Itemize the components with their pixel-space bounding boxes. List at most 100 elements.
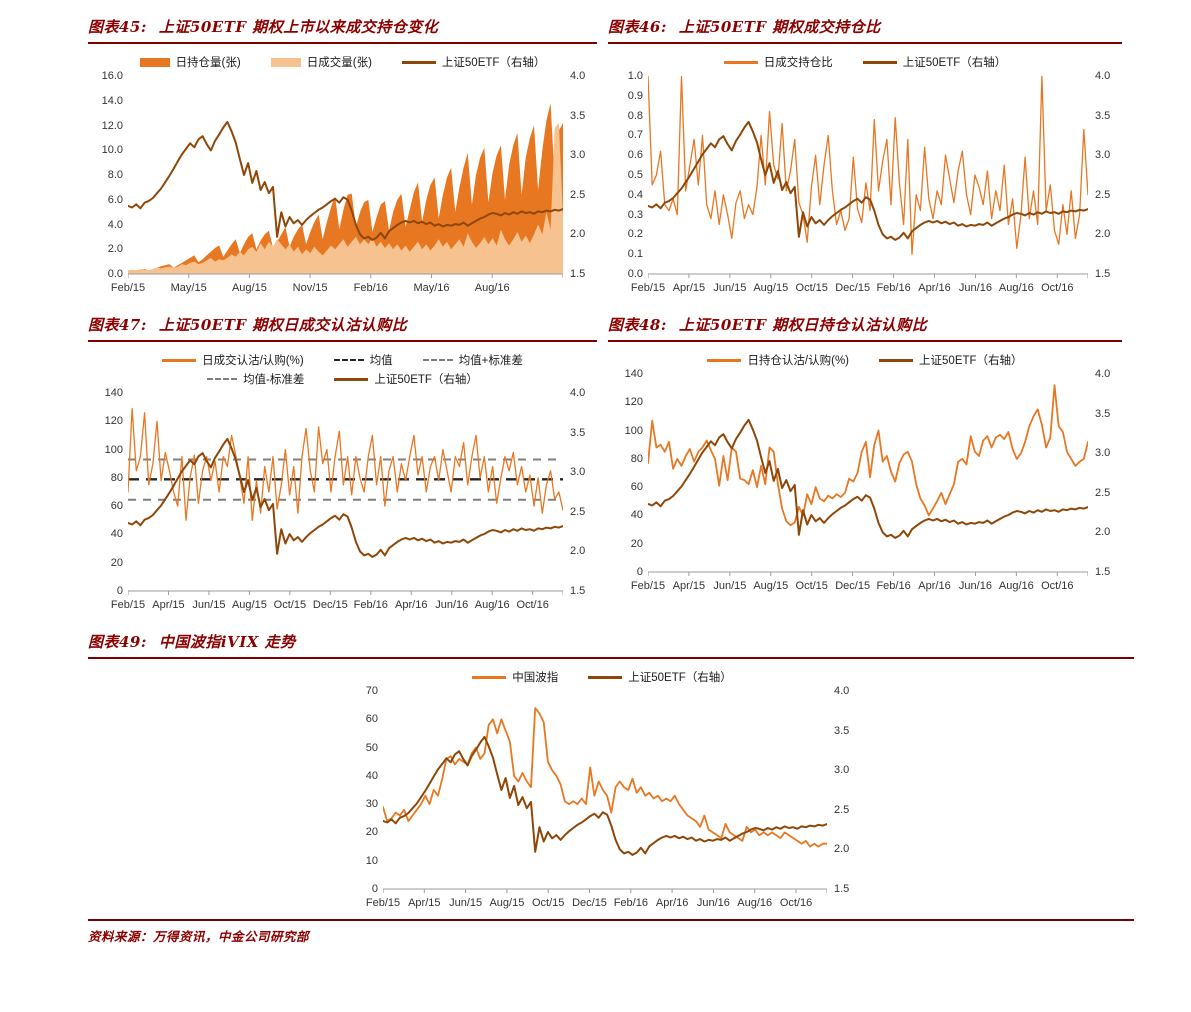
left-axis-tick: 16.0	[101, 70, 123, 82]
x-axis-label: Aug/15	[753, 282, 789, 294]
line-series	[128, 407, 563, 521]
line-swatch	[723, 60, 758, 64]
figure-47-label: 图表47:	[88, 316, 147, 334]
x-axis-labels: Feb/15 Apr/15 Jun/15 Aug/15 Oct/15 Dec/15 Feb/…	[631, 577, 1088, 594]
x-axis-label: Oct/15	[795, 580, 828, 592]
left-axis-tick: 80	[110, 471, 123, 484]
legend-label: 上证50ETF（右轴）	[441, 57, 546, 69]
legend-item: 上证50ETF（右轴）	[879, 352, 1023, 368]
left-axis-tick: 0.4	[627, 188, 643, 201]
x-axis-label: Apr/16	[655, 897, 689, 909]
right-axis-tick: 3.0	[1095, 447, 1111, 460]
x-axis-label: Dec/15	[835, 580, 871, 592]
chart-grid: 140 120 100 80 60 40 20 0 4.0 3.5 3.0 2.5 2.0 1.5 Feb/…	[88, 387, 597, 613]
x-axis-label: Feb/15	[630, 282, 666, 294]
left-axis-tick: 0.2	[627, 228, 643, 241]
x-axis-label: Jun/15	[713, 282, 747, 294]
x-axis-label: Apr/15	[672, 580, 706, 592]
legend-label: 日持仓量(张)	[175, 57, 241, 69]
chart-grid: 140 120 100 80 60 40 20 0 4.0 3.5 3.0 2.5 2.0 1.5 Feb/…	[608, 368, 1122, 594]
legend-label: 上证50ETF（右轴）	[628, 672, 732, 684]
x-axis-label: Jun/15	[713, 580, 747, 592]
left-axis-tick: 50	[365, 741, 378, 754]
x-axis-labels: Feb/15 Apr/15 Jun/15 Aug/15 Oct/15 Dec/15 Feb/…	[631, 279, 1088, 296]
x-axis-label: Aug/15	[489, 897, 525, 909]
left-axis: 16.0 14.0 12.0 10.0 8.0 6.0 4.0 2.0 0.0	[88, 70, 128, 280]
right-axis-tick: 3.5	[1095, 109, 1111, 122]
x-axis-label: Jun/15	[449, 897, 483, 909]
legend-label: 日持仓认沽/认购(%)	[747, 355, 850, 367]
figure-46-caption: 上证50ETF 期权成交持仓比	[678, 18, 881, 36]
chart-grid: 1.0 0.9 0.8 0.7 0.6 0.5 0.4 0.3 0.2 0.1 0.0 4.0 3.5 3…	[608, 70, 1122, 296]
line-series	[383, 707, 827, 848]
line-swatch	[707, 358, 742, 362]
x-axis-label: Oct/16	[1041, 580, 1074, 592]
x-axis-label: Dec/15	[312, 599, 348, 611]
left-axis-tick: 100	[104, 443, 123, 456]
left-axis-tick: 80	[630, 452, 643, 465]
charts-row-1: 图表45: 上证50ETF 期权上市以来成交持仓变化 日持仓量(张) 日成交量(张)…	[88, 16, 1134, 296]
left-axis-tick: 0	[371, 883, 378, 895]
x-axis-label: Jun/16	[958, 282, 992, 294]
figure-47: 图表47: 上证50ETF 期权日成交认沽认购比 日成交认沽/认购(%) 均值 均值+…	[88, 314, 597, 613]
x-axis-label: Feb/15	[630, 580, 666, 592]
x-axis-label: Oct/16	[779, 897, 813, 909]
left-axis-tick: 120	[624, 396, 643, 409]
left-axis-tick: 40	[630, 509, 643, 522]
right-axis-tick: 3.0	[570, 466, 586, 479]
x-axis-label: Feb/16	[353, 599, 388, 611]
chart-legend: 日持仓认沽/认购(%) 上证50ETF（右轴）	[608, 352, 1122, 368]
legend-item: 均值-标准差	[207, 371, 304, 387]
area-swatch	[139, 57, 170, 67]
chart-legend: 中国波指 上证50ETF（右轴）	[343, 669, 861, 685]
x-axis-label: Feb/15	[110, 282, 146, 294]
legend-row: 日成交持仓比 上证50ETF（右轴）	[608, 54, 1122, 70]
x-axis-label: May/15	[170, 282, 207, 294]
x-axis-label: Feb/16	[353, 282, 388, 294]
right-axis-tick: 1.5	[1095, 566, 1111, 578]
left-axis-tick: 60	[630, 481, 643, 494]
left-axis-tick: 6.0	[107, 193, 123, 206]
right-axis-tick: 1.5	[570, 268, 586, 280]
line-swatch	[334, 377, 369, 381]
figure-46-title: 图表46: 上证50ETF 期权成交持仓比	[608, 16, 1122, 44]
left-axis-tick: 0.1	[627, 248, 643, 261]
legend-row: 日持仓量(张) 日成交量(张) 上证50ETF（右轴）	[88, 54, 597, 70]
legend-item: 上证50ETF（右轴）	[862, 54, 1006, 70]
chart-legend: 日成交认沽/认购(%) 均值 均值+标准差 均值-标准差 上证50ETF（右轴）	[88, 352, 597, 387]
right-axis: 4.0 3.5 3.0 2.5 2.0 1.5	[1088, 70, 1122, 280]
dash-swatch	[333, 359, 364, 361]
left-axis: 70 60 50 40 30 20 10 0	[343, 685, 383, 895]
left-axis-tick: 60	[365, 713, 378, 726]
right-axis-tick: 4.0	[1095, 368, 1111, 380]
x-axis-label: Aug/15	[231, 282, 267, 294]
figure-48-caption: 上证50ETF 期权日持仓认沽认购比	[678, 316, 928, 334]
area-series	[128, 123, 563, 274]
x-axis-label: Apr/15	[408, 897, 441, 909]
legend-label: 日成交量(张)	[306, 57, 372, 69]
left-axis-tick: 20	[110, 556, 123, 569]
right-axis-tick: 2.0	[1095, 526, 1111, 539]
right-axis-tick: 2.5	[1095, 188, 1111, 201]
legend-item: 中国波指	[472, 669, 558, 685]
x-axis-label: Jun/16	[435, 599, 469, 611]
right-axis-tick: 1.5	[834, 883, 850, 895]
plot-area	[648, 76, 1088, 278]
x-axis-label: Feb/15	[365, 897, 401, 909]
x-axis-label: Dec/15	[835, 282, 871, 294]
left-axis-tick: 2.0	[107, 243, 123, 256]
legend-row: 中国波指 上证50ETF（右轴）	[343, 669, 861, 685]
left-axis-tick: 0.5	[627, 169, 643, 181]
right-axis-tick: 3.5	[570, 109, 586, 122]
line-swatch	[588, 675, 623, 679]
x-axis-label: Feb/15	[110, 599, 146, 611]
line-series	[648, 120, 1088, 241]
legend-label: 中国波指	[512, 672, 559, 684]
line-series	[128, 120, 563, 241]
legend-item: 均值	[333, 352, 393, 368]
right-axis-tick: 1.5	[1095, 268, 1111, 280]
left-axis-tick: 0.8	[627, 109, 643, 122]
right-axis-tick: 1.5	[570, 585, 586, 597]
left-axis-tick: 20	[630, 537, 643, 550]
